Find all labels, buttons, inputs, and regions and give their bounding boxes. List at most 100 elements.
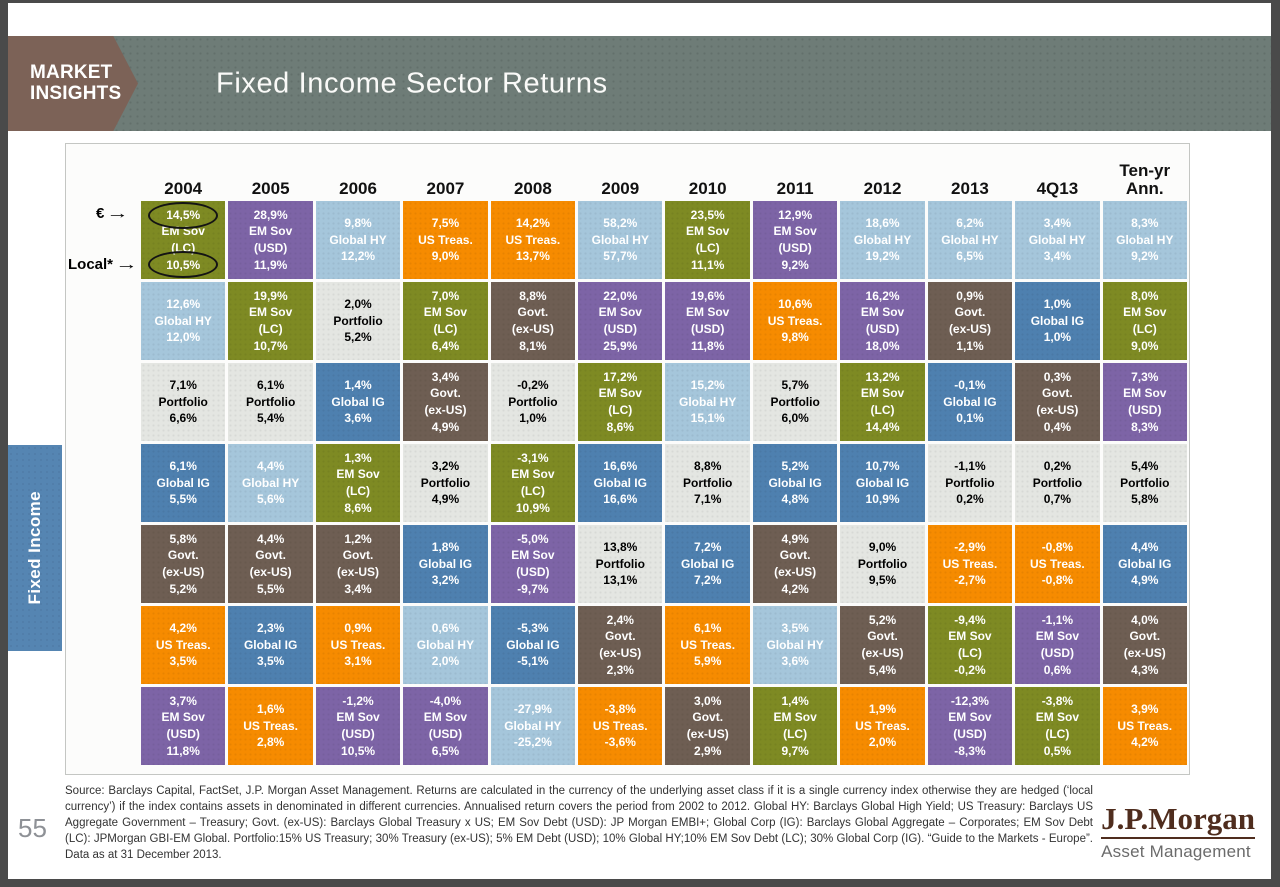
asset-class-label: Govt. (ex-US) (337, 548, 380, 579)
eur-return-value: -2,9% (954, 540, 986, 555)
asset-class-label: US Treas. (592, 718, 648, 733)
year-header-2007: 2007 (426, 179, 465, 199)
header-bar: MARKET INSIGHTS Fixed Income Sector Retu… (8, 36, 1271, 131)
asset-class-label: Global HY (941, 232, 999, 247)
return-cell-4q13-global-hy: 3,4% Global HY 3,4% (1015, 201, 1100, 279)
eur-return-value: 0,3% (1043, 369, 1072, 384)
asset-class-label: Global HY (504, 718, 562, 733)
banner-line1: MARKET (30, 61, 113, 83)
asset-class-label: Portfolio (508, 394, 558, 409)
local-return-value: 5,8% (1131, 492, 1159, 507)
eur-return-value: 28,9% (253, 207, 288, 222)
local-return-value: 4,8% (781, 492, 809, 507)
eur-return-value: 5,2% (868, 612, 897, 627)
local-return-value: 10,7% (253, 338, 288, 353)
local-return-value: 9,0% (1131, 338, 1159, 353)
asset-class-label: Global IG (331, 394, 385, 409)
return-cell-2004-em-sov-usd: 3,7% EM Sov (USD) 11,8% (141, 687, 226, 765)
market-insights-banner: MARKET INSIGHTS (8, 36, 138, 131)
local-return-value: 4,2% (781, 581, 809, 596)
local-return-value: 5,2% (344, 330, 372, 345)
eur-return-value: 6,1% (694, 621, 722, 636)
local-return-value: 9,7% (781, 743, 809, 758)
eur-return-value: 5,2% (781, 459, 809, 474)
asset-class-label: Govt. (ex-US) (599, 629, 642, 660)
jpmorgan-wordmark: J.P.Morgan (1101, 802, 1255, 839)
asset-class-label: EM Sov (LC) (860, 386, 905, 417)
asset-class-label: Global HY (154, 313, 212, 328)
eur-return-value: 0,9% (956, 288, 984, 303)
return-cell-2012-global-ig: 10,7% Global IG 10,9% (840, 444, 925, 522)
local-return-value: 10,9% (515, 500, 550, 515)
local-return-value: 10,9% (865, 492, 900, 507)
local-return-value: 8,6% (606, 419, 634, 434)
return-cell-2006-global-hy: 9,8% Global HY 12,2% (315, 201, 401, 279)
year-header-2012: 2012 (863, 179, 902, 199)
eur-return-value: 0,6% (431, 621, 460, 636)
eur-return-value: 8,0% (1131, 288, 1159, 303)
asset-class-label: Global IG (768, 475, 822, 490)
return-cell-2004-em-sov-lc: 14,5% EM Sov (LC) 10,5% (141, 201, 226, 279)
local-return-value: 3,2% (431, 573, 460, 588)
eur-return-value: 0,2% (1043, 459, 1072, 474)
local-return-value: 4,3% (1131, 662, 1159, 677)
year-header-ten-yr-ann: Ten-yr Ann. (1119, 161, 1171, 199)
return-cell-2005-em-sov-usd: 28,9% EM Sov (USD) 11,9% (228, 201, 313, 279)
year-header-2004: 2004 (164, 179, 203, 199)
local-return-value: -8,3% (954, 743, 986, 758)
return-cell-2013-us-treas: -2,9% US Treas. -2,7% (927, 525, 1013, 603)
local-return-value: 57,7% (603, 249, 638, 264)
local-return-value: 9,8% (781, 330, 809, 345)
return-cell-2013-em-sov-lc: -9,4% EM Sov (LC) -0,2% (927, 606, 1013, 684)
local-return-value: 0,7% (1043, 492, 1072, 507)
eur-return-value: 23,5% (690, 207, 725, 222)
arrow-icon: → (106, 205, 130, 222)
local-return-value: 6,6% (169, 411, 197, 426)
asset-class-label: EM Sov (LC) (161, 224, 205, 255)
asset-class-label: Global IG (855, 475, 910, 490)
return-cell-2010-em-sov-lc: 23,5% EM Sov (LC) 11,1% (665, 201, 750, 279)
asset-class-label: US Treas. (855, 718, 910, 733)
local-return-value: 18,0% (865, 338, 900, 353)
eur-return-value: 2,0% (344, 297, 372, 312)
asset-class-label: US Treas. (155, 637, 211, 652)
asset-class-label: Portfolio (683, 475, 733, 490)
asset-class-label: EM Sov (USD) (686, 305, 730, 336)
asset-class-label: EM Sov (LC) (773, 710, 817, 741)
local-return-value: 4,9% (431, 492, 460, 507)
asset-class-label: Global IG (243, 637, 298, 652)
eur-return-value: 2,3% (256, 621, 285, 636)
arrow-icon: → (115, 256, 138, 273)
return-cell-2010-portfolio: 8,8% Portfolio 7,1% (665, 444, 750, 522)
eur-return-value: -4,0% (429, 693, 462, 708)
asset-class-label: Portfolio (1032, 475, 1083, 490)
local-return-value: 0,5% (1043, 743, 1072, 758)
asset-class-label: Global IG (943, 394, 997, 409)
return-cell-2010-em-sov-usd: 19,6% EM Sov (USD) 11,8% (665, 282, 750, 360)
asset-class-label: US Treas. (942, 556, 998, 571)
slide-canvas: MARKET INSIGHTS Fixed Income Sector Retu… (8, 3, 1271, 879)
returns-grid: 14,5% EM Sov (LC) 10,5% 28,9% EM Sov (USD) 11… (141, 201, 1187, 765)
local-return-value: 10,5% (166, 257, 201, 272)
asset-class-label: EM Sov (USD) (773, 224, 817, 255)
return-cell-2012-us-treas: 1,9% US Treas. 2,0% (840, 687, 925, 765)
asset-class-label: Govt. (ex-US) (162, 548, 205, 579)
eur-return-value: -1,1% (954, 459, 986, 474)
asset-class-label: Global IG (681, 556, 735, 571)
return-cell-2012-em-sov-lc: 13,2% EM Sov (LC) 14,4% (840, 363, 925, 441)
eur-return-value: 4,4% (256, 459, 285, 474)
local-return-value: 9,2% (781, 257, 809, 272)
eur-return-value: 8,3% (1131, 216, 1159, 231)
asset-class-label: Portfolio (945, 475, 995, 490)
return-cell-2005-global-hy: 4,4% Global HY 5,6% (228, 444, 313, 522)
return-cell-2008-govt-ex-us: 8,8% Govt. (ex-US) 8,1% (490, 282, 576, 360)
asset-class-label: Portfolio (857, 556, 908, 571)
local-return-value: 8,6% (344, 500, 372, 515)
local-return-value: 0,6% (1043, 662, 1072, 677)
return-cell-2008-global-ig: -5,3% Global IG -5,1% (490, 606, 576, 684)
return-cell-2009-govt-ex-us: 2,4% Govt. (ex-US) 2,3% (578, 606, 663, 684)
page-number: 55 (18, 813, 47, 843)
asset-class-label: US Treas. (505, 232, 561, 247)
eur-return-value: 1,2% (344, 531, 372, 546)
local-return-value: 1,1% (956, 338, 984, 353)
